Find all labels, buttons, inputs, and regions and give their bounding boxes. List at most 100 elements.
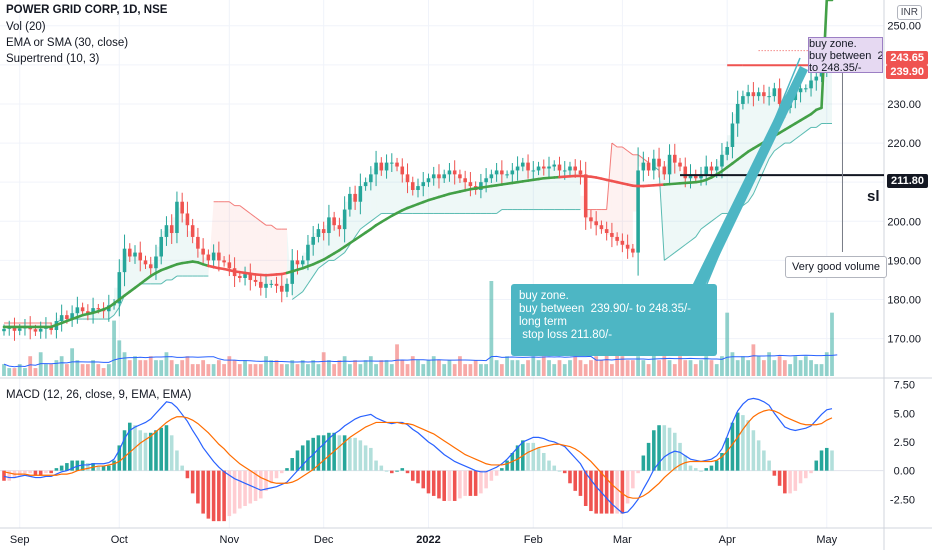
supertrend-fill — [554, 167, 560, 210]
macd-histogram-bar — [741, 415, 745, 471]
macd-histogram-bar — [49, 470, 53, 474]
volume-bar — [154, 360, 158, 376]
supertrend-line — [291, 295, 298, 300]
macd-histogram-bar — [735, 412, 740, 471]
supertrend-line — [302, 283, 309, 292]
supertrend-fill — [276, 229, 282, 289]
volume-bar — [274, 360, 279, 376]
supertrend-fill — [423, 180, 429, 214]
candle-body — [693, 174, 698, 179]
macd-histogram-bar — [243, 470, 247, 506]
volume-bar — [578, 360, 583, 376]
indicator-supertrend[interactable]: Supertrend (10, 3) — [6, 53, 100, 65]
volume-bar — [489, 281, 494, 376]
candle-body — [562, 170, 567, 172]
candle-body — [578, 170, 583, 175]
volume-bar — [232, 360, 237, 376]
macd-histogram-bar — [285, 468, 289, 471]
indicator-macd[interactable]: MACD (12, 26, close, 9, EMA, EMA) — [6, 389, 192, 401]
callout-pointer — [690, 66, 808, 290]
candle-body — [70, 313, 74, 320]
macd-histogram-bar — [390, 470, 394, 474]
candle-body — [447, 170, 452, 175]
supertrend-fill — [376, 166, 382, 218]
macd-histogram-bar — [206, 470, 211, 519]
volume-note[interactable]: Very good volume — [785, 256, 888, 278]
supertrend-line — [637, 154, 644, 160]
volume-bar — [478, 364, 483, 376]
macd-histogram-bar — [756, 440, 761, 471]
candle-body — [384, 162, 389, 171]
macd-histogram-bar — [505, 460, 509, 471]
buy-zone-callout[interactable]: buy zone. buy between 239.90/- to 248.35… — [511, 284, 717, 356]
volume-bar — [463, 364, 468, 376]
price-tick-label: 220.00 — [887, 138, 921, 150]
supertrend-fill — [569, 168, 576, 210]
volume-bar — [615, 348, 620, 376]
candle-body — [730, 123, 735, 147]
supertrend-line — [795, 134, 801, 140]
candle-body — [510, 170, 515, 175]
supertrend-fill — [444, 172, 450, 214]
candle-body — [526, 162, 530, 171]
volume-bar — [54, 360, 59, 376]
indicator-ema[interactable]: EMA or SMA (30, close) — [6, 37, 129, 49]
candle-body — [772, 88, 777, 97]
macd-histogram-bar — [531, 442, 536, 471]
candle-body — [332, 217, 336, 226]
candle-body — [321, 229, 326, 234]
macd-histogram-bar — [536, 447, 541, 471]
macd-histogram-bar — [557, 470, 562, 472]
candle-body — [311, 236, 315, 245]
macd-line — [3, 397, 833, 514]
volume-bar — [494, 360, 499, 376]
candle-body — [264, 283, 268, 288]
volume-bar — [437, 360, 441, 376]
supertrend-fill — [470, 188, 476, 214]
candle-body — [762, 92, 766, 97]
supertrend-line — [344, 244, 351, 253]
supertrend-fill — [365, 178, 371, 226]
supertrend-fill — [475, 186, 481, 214]
volume-bar — [227, 356, 232, 376]
supertrend-fill — [433, 176, 439, 214]
macd-histogram-bar — [447, 470, 452, 501]
macd-histogram-bar — [421, 470, 426, 489]
macd-histogram-bar — [112, 460, 116, 471]
volume-bar — [44, 364, 48, 376]
supertrend-fill — [412, 188, 418, 214]
macd-histogram-bar — [23, 470, 27, 474]
resistance-badge: 239.90 — [886, 65, 928, 79]
macd-histogram-bar — [699, 470, 703, 472]
price-tick-label: 200.00 — [887, 216, 921, 228]
macd-histogram-bar — [316, 435, 321, 471]
signal-line — [3, 409, 833, 499]
supertrend-fill — [428, 176, 434, 214]
macd-histogram-bar — [400, 468, 405, 471]
macd-histogram-bar — [526, 442, 530, 471]
indicator-volume[interactable]: Vol (20) — [6, 21, 46, 33]
volume-bar — [138, 360, 143, 376]
candle-body — [552, 164, 557, 167]
supertrend-line — [627, 150, 634, 156]
volume-bar — [767, 352, 772, 376]
volume-bar — [662, 356, 667, 376]
supertrend-line — [171, 275, 178, 281]
time-tick-label: Mar — [613, 534, 632, 546]
volume-bar — [714, 364, 719, 376]
macd-histogram-bar — [515, 445, 520, 471]
currency-badge[interactable]: INR — [896, 5, 922, 20]
macd-tick-label: -2.50 — [890, 494, 915, 506]
macd-histogram-bar — [714, 460, 719, 471]
macd-histogram-bar — [96, 465, 101, 471]
candle-body — [2, 328, 6, 332]
candle-body — [75, 307, 80, 314]
macd-histogram-bar — [646, 442, 651, 471]
supertrend-line — [354, 228, 361, 238]
supertrend-line — [768, 150, 775, 159]
supertrend-fill — [522, 166, 529, 210]
buy-zone-note[interactable]: buy zone. buy between 239 to 248.35/- — [808, 37, 883, 73]
time-tick-label: Oct — [111, 534, 128, 546]
volume-bar — [541, 356, 546, 376]
